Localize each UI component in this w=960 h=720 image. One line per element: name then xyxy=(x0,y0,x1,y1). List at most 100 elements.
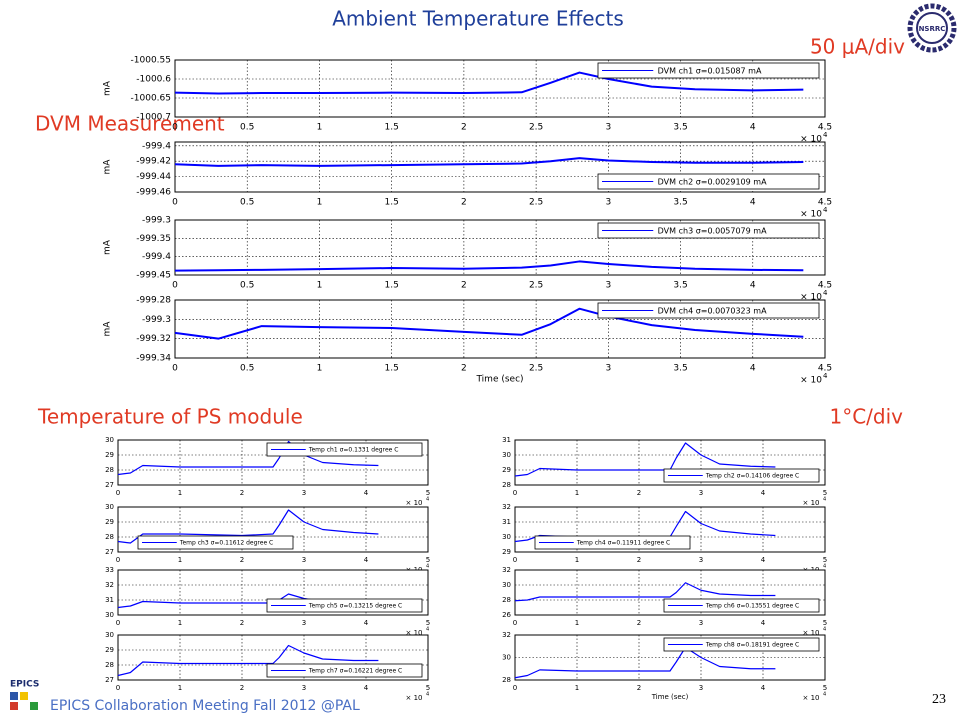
x-tick-label: 0 xyxy=(172,364,178,374)
x-scale-label: × 10 xyxy=(800,293,822,303)
legend-label: DVM ch1 σ=0.015087 mA xyxy=(658,67,762,76)
y-tick-label: -999.35 xyxy=(136,234,171,244)
x-tick-label: 0.5 xyxy=(240,123,254,133)
x-tick-label: 4 xyxy=(761,489,766,497)
x-tick-label: 0 xyxy=(172,123,178,133)
y-axis-label: mA xyxy=(103,159,113,175)
x-tick-label: 1 xyxy=(317,364,323,374)
legend-box xyxy=(137,535,294,550)
nsrrc-logo: NSRRC xyxy=(907,3,957,53)
y-tick-label: -999.4 xyxy=(142,141,171,151)
y-tick-label: 32 xyxy=(502,503,511,511)
x-tick-label: 4 xyxy=(761,556,766,564)
y-tick-label: 31 xyxy=(502,436,511,444)
y-tick-label: 30 xyxy=(502,581,511,589)
data-line xyxy=(117,509,379,544)
x-tick-label: 4 xyxy=(364,556,369,564)
logo-square xyxy=(30,702,38,710)
legend-label: DVM ch2 σ=0.0029109 mA xyxy=(658,178,767,187)
x-tick-label: 0 xyxy=(513,684,517,692)
logo-text: NSRRC xyxy=(919,25,946,33)
x-tick-label: 0 xyxy=(172,198,178,208)
slide-title: Ambient Temperature Effects xyxy=(332,7,624,31)
x-tick-label: 2.5 xyxy=(529,281,543,291)
legend-label: Temp ch5 σ=0.13215 degree C xyxy=(308,603,402,610)
x-tick-label: 1.5 xyxy=(385,198,399,208)
x-tick-label: 5 xyxy=(823,489,827,497)
y-tick-label: 32 xyxy=(502,631,511,639)
y-tick-label: 28 xyxy=(105,533,114,541)
x-tick-label: 0 xyxy=(116,556,120,564)
x-tick-label: 3.5 xyxy=(673,123,687,133)
temp-scale: 1°C/div xyxy=(829,405,903,429)
legend-box xyxy=(663,468,820,483)
x-scale-exponent: 4 xyxy=(823,131,828,139)
y-tick-label: 27 xyxy=(105,548,114,556)
x-tick-label: 0 xyxy=(116,489,120,497)
y-tick-label: 29 xyxy=(105,518,114,526)
x-tick-label: 1 xyxy=(178,684,182,692)
page-number: 23 xyxy=(932,692,946,707)
legend-box xyxy=(597,222,820,239)
x-tick-label: 2 xyxy=(637,556,641,564)
x-tick-label: 1 xyxy=(178,619,182,627)
y-tick-label: -999.3 xyxy=(142,216,171,226)
x-tick-label: 1.5 xyxy=(385,123,399,133)
x-scale-label: × 10 xyxy=(800,376,822,386)
x-tick-label: 3 xyxy=(699,489,703,497)
chart: 0 0.5 1 1.5 2 2.5 3 3.5 4 4.5-999.4-999.42-999.44… xyxy=(103,141,833,219)
legend-label: Temp ch1 σ=0.1331 degree C xyxy=(308,447,399,454)
x-tick-label: 3 xyxy=(302,489,306,497)
legend-box xyxy=(266,598,423,613)
x-tick-label: 0 xyxy=(116,684,120,692)
y-tick-label: -1000.55 xyxy=(131,56,171,66)
x-tick-label: 3 xyxy=(605,364,611,374)
x-tick-label: 2 xyxy=(637,489,641,497)
legend-label: Temp ch7 σ=0.16221 degree C xyxy=(308,668,402,675)
y-tick-label: -999.42 xyxy=(136,157,171,167)
x-tick-label: 1 xyxy=(178,556,182,564)
y-tick-label: 29 xyxy=(502,548,511,556)
y-tick-label: 32 xyxy=(105,581,114,589)
x-scale-exponent: 4 xyxy=(823,564,826,570)
x-axis-label: Time (sec) xyxy=(651,693,689,701)
legend-box xyxy=(266,442,423,457)
legend-box xyxy=(597,302,820,319)
epics-logo: EPICS xyxy=(10,680,39,710)
x-tick-label: 0 xyxy=(172,281,178,291)
x-scale-label: × 10 xyxy=(800,210,822,220)
data-line xyxy=(174,157,804,167)
y-tick-label: -999.44 xyxy=(136,172,171,182)
x-tick-label: 1 xyxy=(575,556,579,564)
y-tick-label: 30 xyxy=(105,503,114,511)
x-tick-label: 2 xyxy=(461,198,467,208)
y-tick-label: 31 xyxy=(502,518,511,526)
data-line xyxy=(514,646,776,679)
logo-square xyxy=(10,702,18,710)
y-tick-label: 32 xyxy=(502,566,511,574)
x-scale-exponent: 4 xyxy=(426,564,429,570)
x-tick-label: 4.5 xyxy=(818,123,832,133)
y-tick-label: -999.34 xyxy=(136,354,171,364)
y-axis-label: mA xyxy=(103,80,113,96)
y-tick-label: 31 xyxy=(105,596,114,604)
x-tick-label: 3 xyxy=(699,556,703,564)
x-tick-label: 2 xyxy=(240,619,244,627)
x-scale-label: × 10 xyxy=(803,629,820,637)
y-tick-label: 29 xyxy=(105,646,114,654)
x-tick-label: 0 xyxy=(513,489,517,497)
y-tick-label: 26 xyxy=(502,611,511,619)
legend-box xyxy=(597,173,820,190)
y-tick-label: -999.32 xyxy=(136,334,171,344)
temp-heading: Temperature of PS module xyxy=(37,405,303,429)
x-tick-label: 2 xyxy=(461,364,467,374)
y-tick-label: -999.4 xyxy=(142,252,171,262)
x-tick-label: 3 xyxy=(302,556,306,564)
x-tick-label: 5 xyxy=(823,556,827,564)
x-tick-label: 1 xyxy=(178,489,182,497)
logo-inner xyxy=(916,12,948,44)
